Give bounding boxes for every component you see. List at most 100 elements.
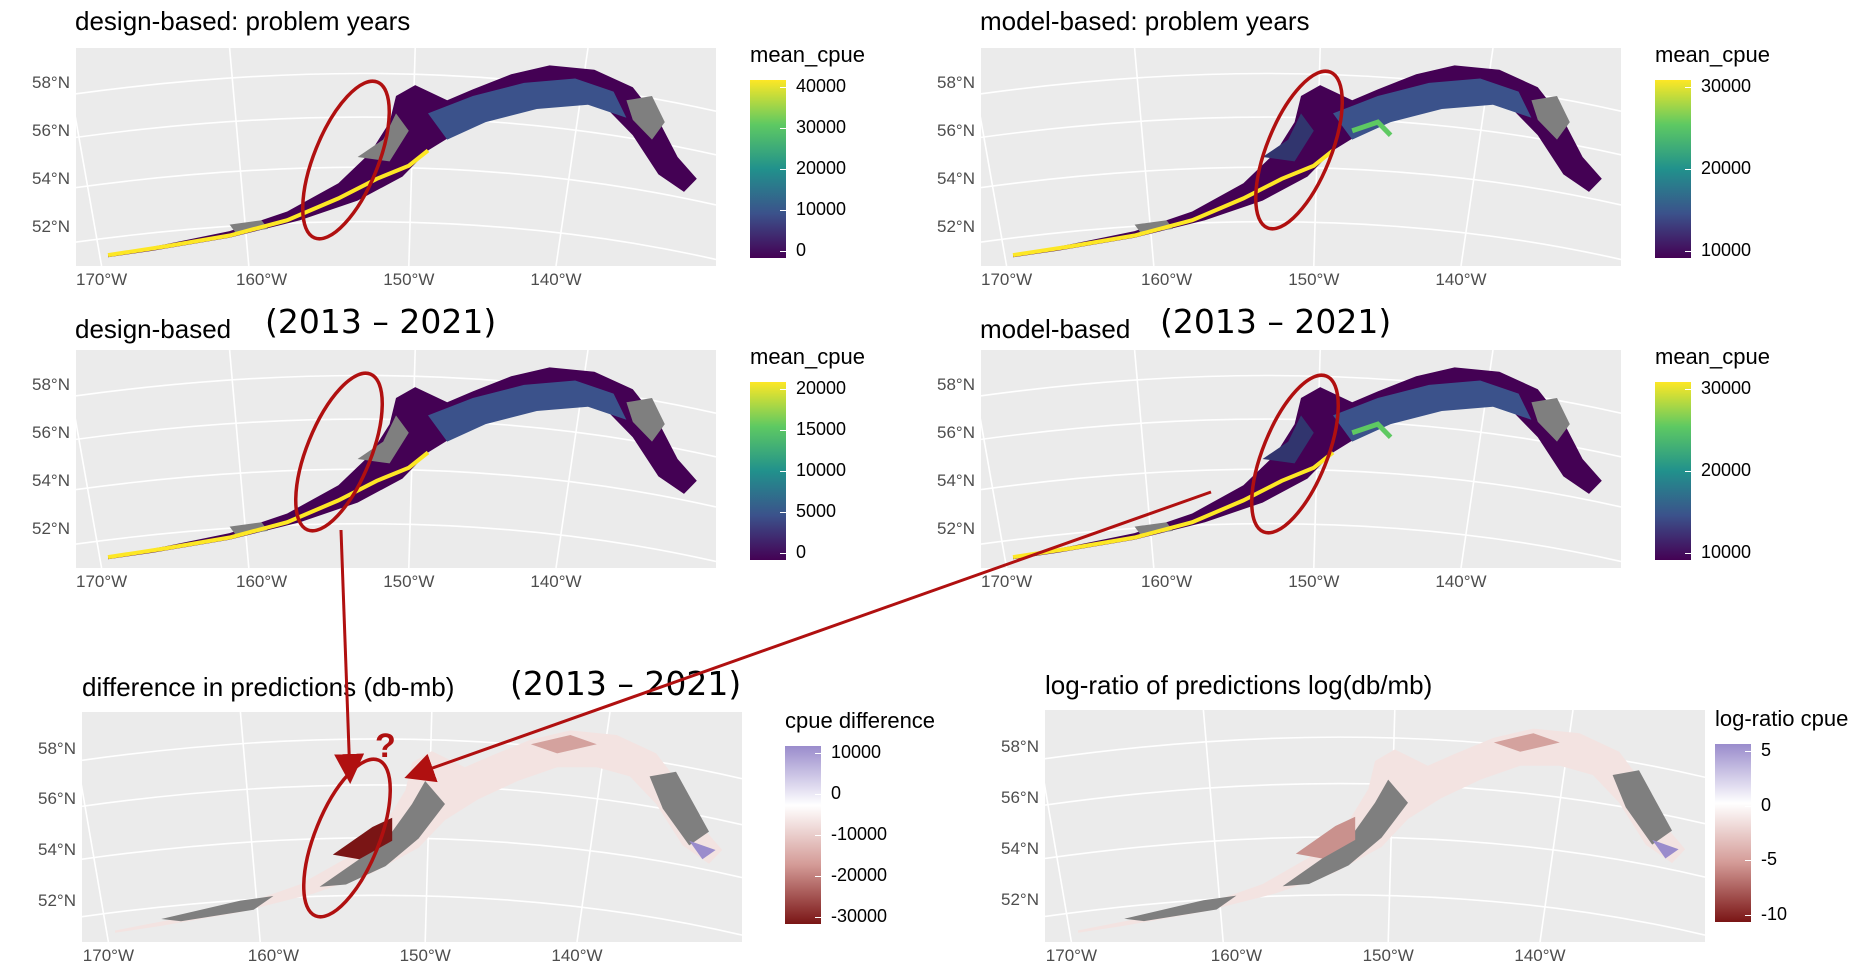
latitude-tick-label: 56°N: [937, 120, 975, 140]
missing-data-region: [319, 781, 445, 887]
colorbar-tick: [780, 250, 786, 252]
colorbar-tick: [815, 835, 821, 836]
panel-title: difference in predictions (db-mb): [82, 672, 455, 702]
latitude-tick-label: 58°N: [38, 738, 76, 758]
latitude-tick-label: 58°N: [1001, 737, 1039, 757]
negative-difference-region: [1493, 733, 1560, 752]
longitude-tick-label: 150°W: [1288, 270, 1340, 289]
colorbar-tick: [1685, 552, 1691, 554]
latitude-tick-label: 56°N: [937, 422, 975, 442]
longitude-tick-label: 140°W: [551, 946, 603, 965]
colorbar-tick: [780, 128, 786, 130]
legend-tick-label: 30000: [796, 117, 847, 138]
longitude-tick-label: 150°W: [1288, 572, 1340, 591]
missing-data-region: [161, 896, 274, 922]
positive-difference-region: [689, 840, 716, 860]
high-cpue-patch: [1351, 421, 1393, 439]
mid-cpue-region: [1333, 78, 1532, 140]
latitude-tick-label: 56°N: [32, 422, 70, 442]
legend-tick-label: -10000: [831, 824, 888, 844]
map-svg: [981, 350, 1621, 568]
map-svg: [82, 712, 742, 942]
longitude-tick-label: 160°W: [235, 270, 288, 289]
missing-data-region: [649, 771, 709, 846]
latitude-tick-label: 52°N: [937, 216, 975, 236]
colorbar-tick: [1685, 169, 1691, 170]
colorbar-tick: [1745, 751, 1751, 753]
year-range-label: (2013 – 2021): [510, 664, 742, 703]
map-plot-area: [76, 48, 716, 266]
legend-title: mean_cpue: [1655, 42, 1770, 67]
legend-tick-label: 20000: [1701, 158, 1752, 178]
colorbar-tick: [780, 169, 786, 170]
legend-title: mean_cpue: [1655, 344, 1770, 369]
longitude-tick-label: 170°W: [75, 572, 128, 591]
colorbar-tick: [815, 875, 821, 877]
map-svg: [981, 48, 1621, 266]
legend-tick-label: 10000: [1701, 239, 1752, 260]
map-svg: [1045, 710, 1705, 942]
latitude-tick-label: 56°N: [38, 789, 76, 809]
panel-title: model-based: [980, 314, 1131, 344]
positive-difference-region: [1652, 839, 1679, 859]
longitude-tick-label: 160°W: [247, 946, 299, 965]
panel-log-ratio: log-ratio of predictions log(db/mb) 58°N 5…: [960, 662, 1868, 974]
latitude-tick-label: 54°N: [937, 168, 975, 188]
map-svg: [76, 350, 716, 568]
colorbar: [1715, 744, 1751, 922]
legend-tick-label: -30000: [831, 905, 888, 926]
legend-tick-label: 5000: [796, 500, 837, 521]
longitude-tick-label: 170°W: [82, 946, 134, 965]
legend-tick-label: -20000: [831, 864, 888, 885]
missing-data-region: [1612, 770, 1672, 845]
legend-title: mean_cpue: [750, 42, 865, 67]
missing-data-region: [229, 522, 268, 536]
latitude-tick-label: 56°N: [32, 120, 70, 140]
missing-data-region: [229, 220, 268, 234]
legend-tick-label: 0: [796, 239, 807, 260]
colorbar-tick: [1685, 87, 1691, 89]
mid-cpue-region: [1333, 380, 1532, 442]
panel-design-problem: design-based: problem years 58°N 56°N 54°N 5…: [0, 0, 900, 300]
map-plot-area: [82, 712, 742, 942]
colorbar-tick: [780, 552, 786, 554]
panel-model-2013-2021: model-based (2013 – 2021) 58°N 56°N 54°N 52°N…: [905, 302, 1865, 602]
legend-tick-label: -10: [1761, 903, 1788, 924]
colorbar-tick: [780, 87, 786, 89]
negative-difference-region: [1295, 816, 1356, 859]
panel-model-problem: model-based: problem years 58°N 56°N 54°N 52…: [905, 0, 1865, 300]
latitude-tick-label: 56°N: [1001, 788, 1039, 808]
longitude-tick-label: 150°W: [383, 270, 435, 289]
latitude-tick-label: 54°N: [38, 840, 76, 859]
year-range-label: (2013 – 2021): [265, 302, 497, 341]
missing-data-region: [1282, 779, 1408, 887]
legend-tick-label: 10000: [1701, 541, 1752, 562]
colorbar-tick: [780, 389, 786, 391]
latitude-tick-label: 54°N: [937, 470, 975, 490]
legend-tick-label: -5: [1761, 849, 1778, 870]
missing-data-region: [626, 398, 665, 442]
legend-tick-label: 30000: [1701, 378, 1752, 399]
latitude-tick-label: 54°N: [32, 168, 70, 188]
mid-cpue-region: [428, 380, 627, 442]
legend-tick-label: 10000: [796, 460, 847, 480]
longitude-tick-label: 150°W: [1362, 946, 1414, 965]
longitude-tick-label: 160°W: [235, 572, 288, 591]
longitude-tick-label: 160°W: [1140, 572, 1193, 591]
legend-tick-label: 30000: [1701, 76, 1752, 97]
map-plot-area: [981, 48, 1621, 266]
colorbar-tick: [780, 430, 786, 432]
colorbar-tick: [1685, 389, 1691, 391]
longitude-tick-label: 150°W: [383, 572, 435, 591]
map-svg: [76, 48, 716, 266]
latitude-tick-label: 58°N: [937, 374, 975, 394]
legend-tick-label: 20000: [796, 158, 847, 178]
latitude-tick-label: 54°N: [1001, 839, 1039, 859]
latitude-tick-label: 58°N: [937, 72, 975, 92]
colorbar-tick: [780, 209, 786, 211]
colorbar-tick: [780, 511, 786, 513]
high-cpue-patch: [1351, 119, 1393, 137]
colorbar-tick: [1745, 805, 1751, 807]
panel-title: design-based: [75, 314, 232, 344]
panel-difference: difference in predictions (db-mb) (2013 –…: [0, 662, 960, 974]
